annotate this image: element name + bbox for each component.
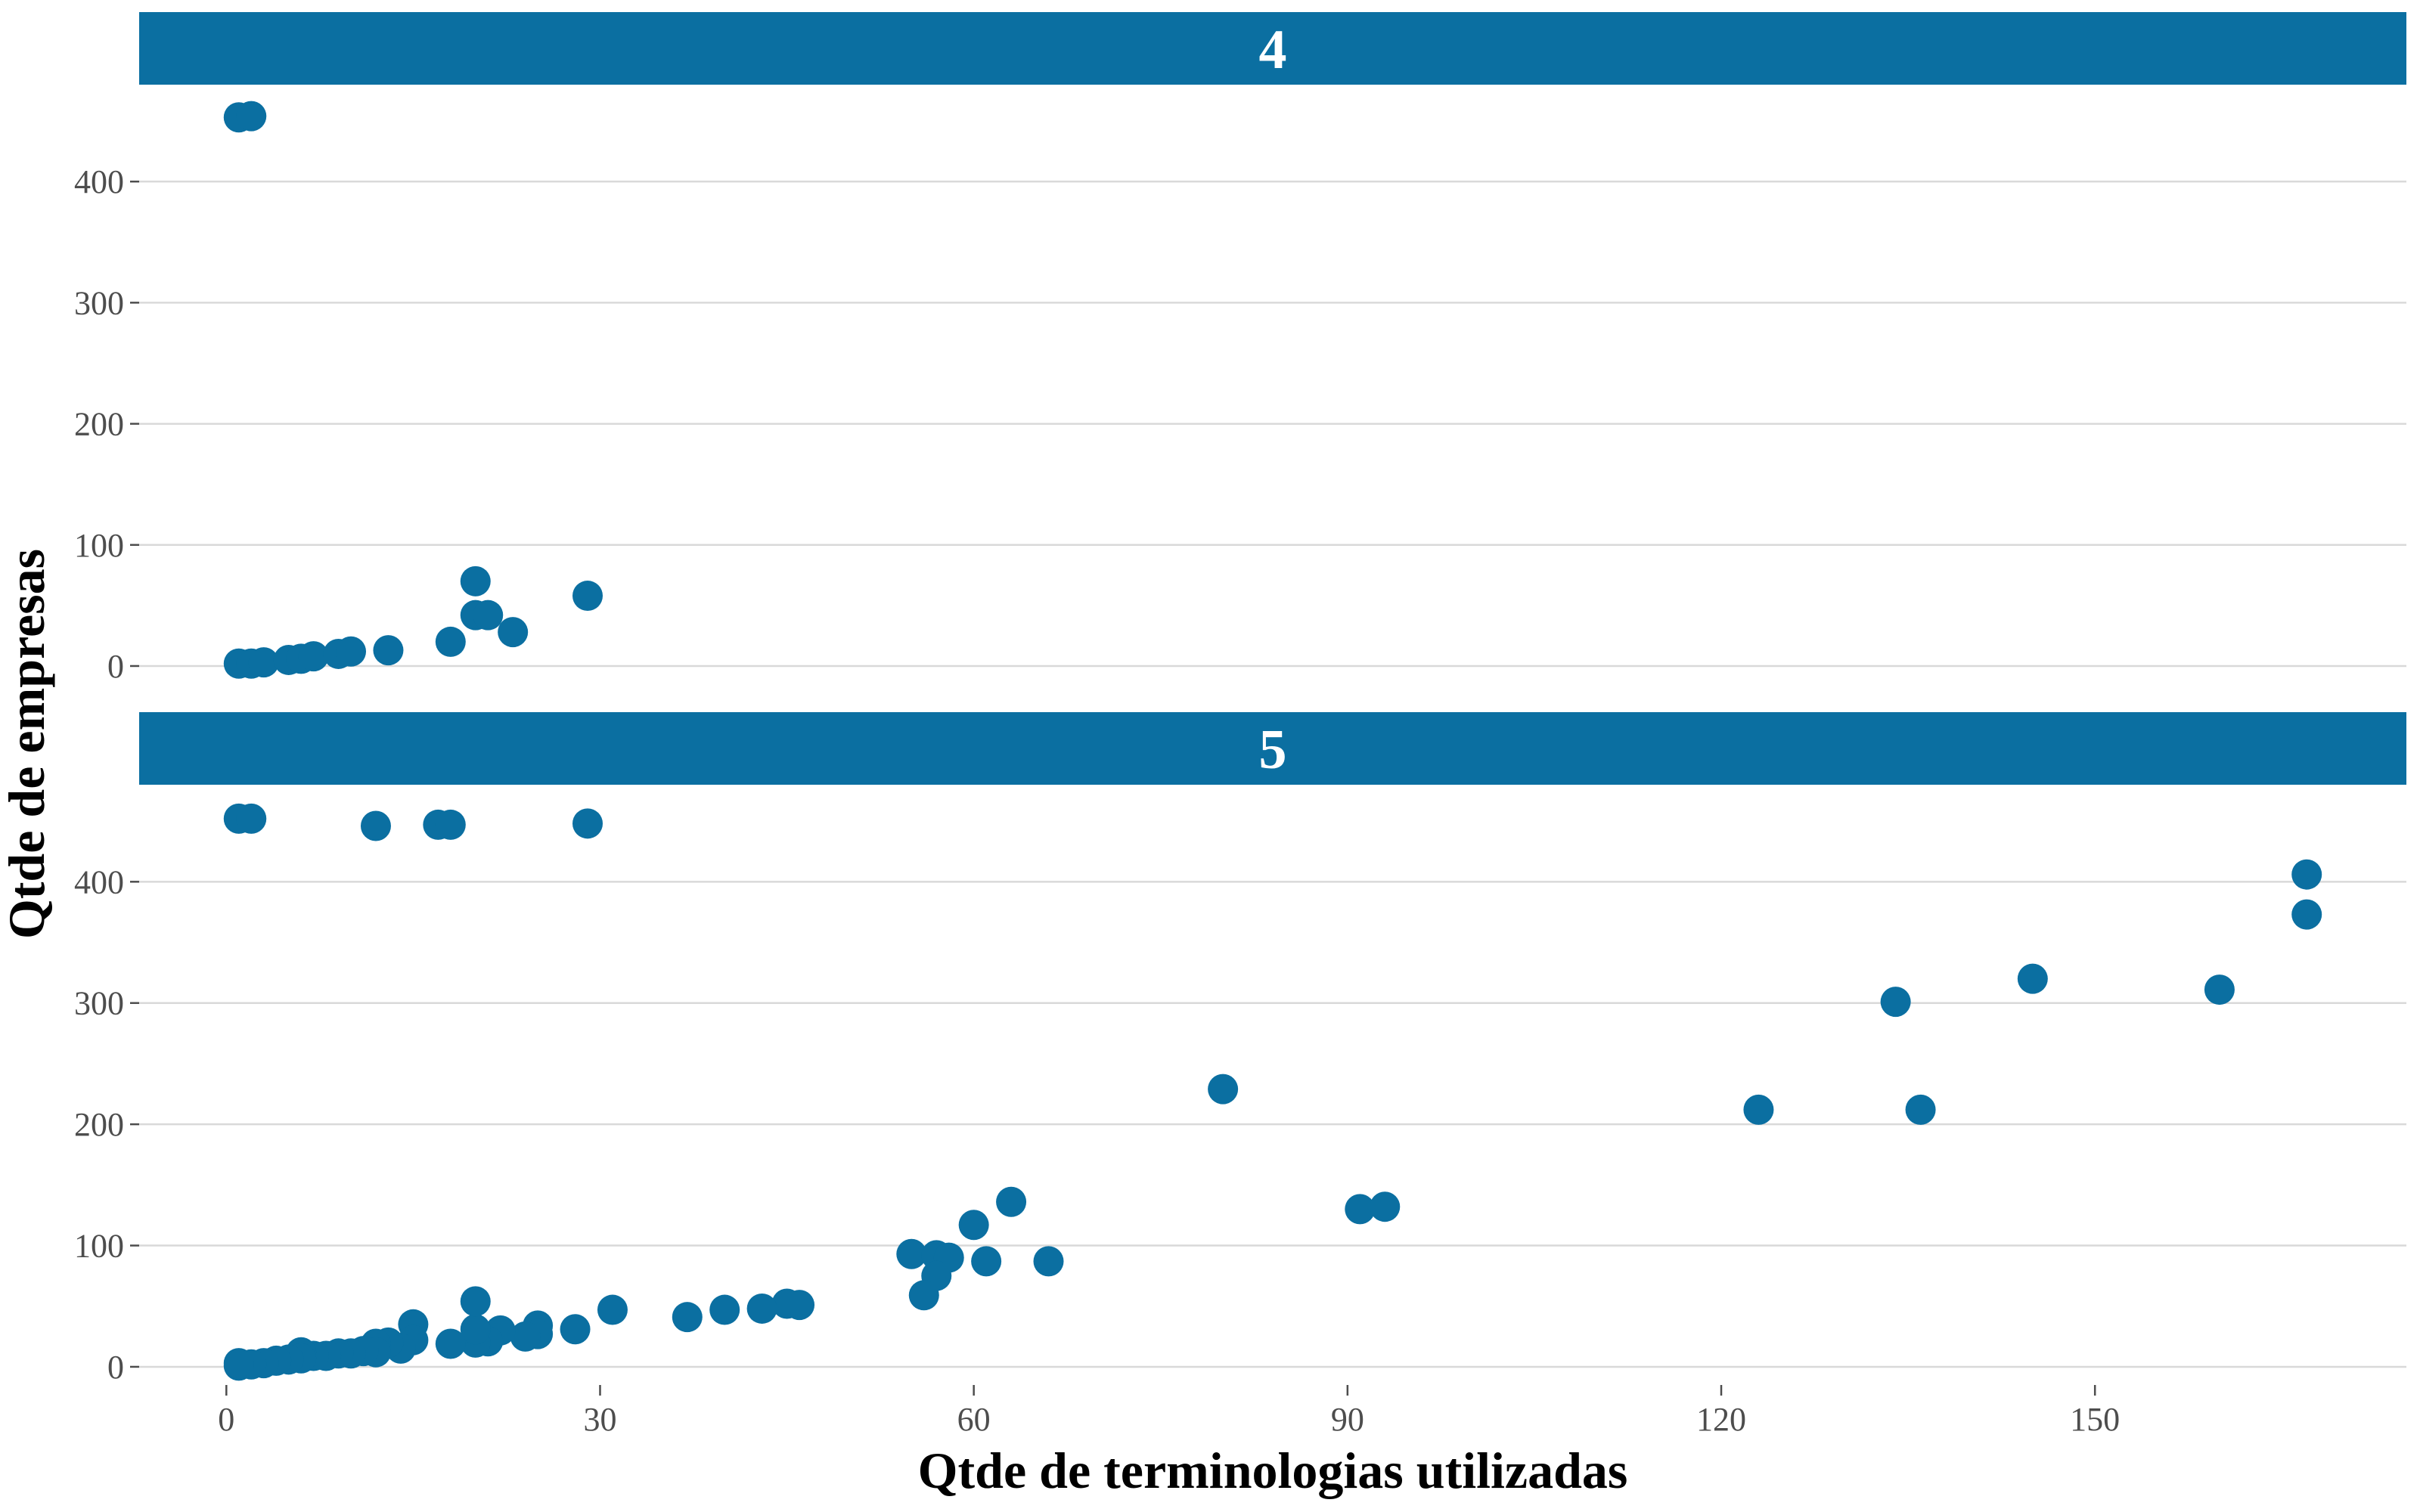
data-point (1880, 987, 1911, 1018)
strip-label-facet-5: 5 (1259, 719, 1287, 781)
y-tick-label: 300 (74, 284, 124, 321)
data-point (1033, 1246, 1064, 1277)
y-tick-label: 200 (74, 406, 124, 443)
data-point (510, 1321, 541, 1352)
data-point (373, 635, 404, 666)
data-point (236, 803, 267, 834)
points-facet-4 (223, 101, 603, 679)
points-facet-5 (223, 803, 2322, 1381)
x-tick-label: 30 (583, 1401, 616, 1438)
data-point (1370, 1191, 1401, 1222)
data-point (709, 1294, 740, 1325)
y-tick-label: 0 (107, 1349, 124, 1386)
strip-facet-4 (139, 12, 2406, 85)
x-axis-title: Qtde de terminologias utilizadas (918, 1442, 1628, 1499)
y-tick-label: 400 (74, 863, 124, 900)
data-point (460, 565, 491, 596)
data-point (572, 581, 603, 612)
strip-label-facet-4: 4 (1259, 19, 1287, 81)
data-point (971, 1246, 1002, 1277)
data-point (236, 101, 267, 132)
data-point (1743, 1094, 1774, 1125)
y-tick-label: 100 (74, 1228, 124, 1265)
data-point (223, 1348, 254, 1379)
data-point (572, 808, 603, 839)
data-point (473, 600, 504, 631)
data-point (896, 1238, 927, 1269)
data-point (672, 1302, 703, 1333)
y-ticks-facet-4: 0 100 200 300 400 (74, 163, 139, 685)
grid-facet-4 (139, 180, 2406, 668)
data-point (2017, 963, 2048, 994)
data-point (958, 1210, 989, 1241)
x-ticks: 0 30 60 90 120 150 (218, 1385, 2120, 1438)
y-tick-label: 400 (74, 163, 124, 200)
x-tick-label: 150 (2070, 1401, 2120, 1438)
grid-facet-5 (139, 881, 2406, 1368)
data-point (560, 1314, 591, 1345)
data-point (1905, 1094, 1936, 1125)
data-point (2204, 974, 2235, 1005)
data-point (336, 636, 367, 667)
x-tick-label: 60 (957, 1401, 991, 1438)
data-point (597, 1294, 628, 1325)
data-point (1345, 1194, 1376, 1225)
data-point (298, 641, 329, 672)
data-point (360, 810, 391, 841)
x-tick-label: 90 (1331, 1401, 1364, 1438)
data-point (435, 626, 466, 657)
data-point (2291, 899, 2322, 930)
data-point (2291, 859, 2322, 890)
data-point (460, 1286, 491, 1317)
data-point (1208, 1074, 1239, 1105)
y-tick-label: 0 (107, 648, 124, 685)
data-point (746, 1293, 777, 1324)
data-point (248, 647, 279, 678)
y-tick-label: 100 (74, 527, 124, 564)
x-tick-label: 120 (1696, 1401, 1746, 1438)
data-point (996, 1186, 1027, 1217)
strip-facet-5 (139, 712, 2406, 785)
facet-4: 4 0 100 200 300 400 (74, 12, 2406, 685)
data-point (460, 1314, 491, 1345)
data-point (771, 1288, 802, 1319)
data-point (498, 617, 529, 648)
y-ticks-facet-5: 0 100 200 300 400 (74, 863, 139, 1386)
y-tick-label: 200 (74, 1106, 124, 1143)
x-tick-label: 0 (218, 1401, 234, 1438)
data-point (435, 809, 466, 840)
data-point (435, 1328, 466, 1359)
y-axis-title: Qtde de empresas (0, 549, 55, 939)
facet-5: 5 0 100 200 300 400 (74, 712, 2406, 1386)
y-tick-label: 300 (74, 985, 124, 1022)
data-point (908, 1280, 939, 1311)
